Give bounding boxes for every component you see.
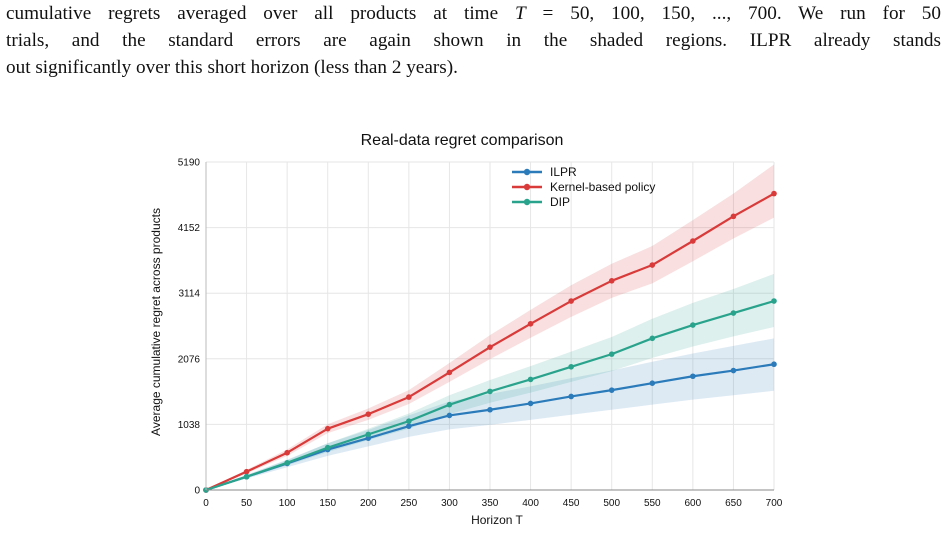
x-tick-label: 500 bbox=[603, 498, 620, 509]
x-tick-label: 200 bbox=[360, 498, 377, 509]
y-tick-label: 2076 bbox=[178, 354, 201, 365]
x-tick-label: 150 bbox=[319, 498, 336, 509]
x-tick-label: 450 bbox=[563, 498, 580, 509]
legend-swatch-marker bbox=[523, 198, 531, 206]
x-tick-label: 250 bbox=[401, 498, 418, 509]
axis-layer: 0 50 100 150 200 250 300 350 400 450 500 550 600 650 7… bbox=[178, 158, 783, 510]
data-point bbox=[568, 298, 574, 304]
body-paragraph: cumulative regrets averaged over all pro… bbox=[6, 0, 941, 81]
data-point bbox=[690, 322, 696, 328]
y-tick-label: 0 bbox=[194, 486, 200, 497]
x-tick-label: 650 bbox=[725, 498, 742, 509]
data-point bbox=[608, 351, 615, 357]
data-point bbox=[446, 401, 453, 408]
data-point bbox=[446, 412, 453, 419]
line3-text: out significantly over this short horizo… bbox=[6, 57, 458, 78]
data-point bbox=[406, 418, 412, 424]
data-point bbox=[771, 190, 777, 197]
line1-math-T: T bbox=[514, 3, 526, 24]
line1-text-pre: cumulative regrets averaged over all pro… bbox=[6, 3, 515, 24]
x-tick-label: 50 bbox=[241, 498, 253, 509]
data-point bbox=[284, 449, 290, 456]
x-tick-label: 350 bbox=[482, 498, 499, 509]
data-point bbox=[690, 373, 696, 380]
legend-swatch-marker bbox=[523, 168, 531, 176]
paragraph-line-2: trials, and the standard errors are agai… bbox=[6, 27, 941, 54]
y-tick-label: 4152 bbox=[178, 223, 201, 234]
chart-title: Real-data regret comparison bbox=[361, 132, 564, 149]
data-point bbox=[568, 393, 574, 400]
line1-text-post: = 50, 100, 150, ..., 700. We run for 50 bbox=[525, 3, 941, 24]
regret-chart: 0 50 100 150 200 250 300 350 400 450 500 550 600 650 7… bbox=[149, 132, 783, 527]
legend-label: Kernel-based policy bbox=[550, 180, 655, 194]
data-point bbox=[487, 406, 493, 413]
data-point bbox=[730, 213, 737, 220]
data-point bbox=[649, 262, 656, 268]
data-point bbox=[690, 238, 696, 244]
series-band bbox=[206, 338, 774, 490]
y-tick-label: 3114 bbox=[178, 289, 200, 300]
data-point bbox=[771, 361, 777, 368]
x-tick-label: 0 bbox=[203, 498, 209, 509]
x-tick-label: 400 bbox=[522, 498, 539, 509]
x-tick-label: 600 bbox=[685, 498, 702, 509]
data-point bbox=[649, 335, 656, 342]
data-point bbox=[568, 363, 574, 370]
data-point bbox=[243, 468, 250, 475]
paragraph-line-1: cumulative regrets averaged over all pro… bbox=[6, 0, 941, 27]
x-tick-label: 700 bbox=[766, 498, 783, 509]
data-point bbox=[649, 380, 656, 386]
data-point bbox=[365, 411, 372, 417]
data-point bbox=[730, 367, 737, 374]
x-tick-label: 300 bbox=[441, 498, 458, 509]
y-axis-label: Average cumulative regret across product… bbox=[149, 208, 163, 436]
y-tick-label: 1038 bbox=[178, 420, 201, 431]
data-point bbox=[284, 460, 290, 466]
data-point bbox=[406, 423, 412, 429]
line2-text: trials, and the standard errors are agai… bbox=[6, 30, 941, 51]
line-layer bbox=[203, 190, 777, 493]
data-point bbox=[243, 473, 250, 480]
data-point bbox=[365, 431, 372, 438]
data-point bbox=[446, 369, 453, 376]
data-point bbox=[608, 387, 615, 393]
data-point bbox=[771, 298, 777, 304]
regret-figure: 0 50 100 150 200 250 300 350 400 450 500 550 600 650 7… bbox=[140, 122, 800, 542]
data-point bbox=[487, 344, 493, 350]
paragraph-line-3: out significantly over this short horizo… bbox=[6, 54, 941, 81]
data-point bbox=[527, 376, 534, 383]
data-point bbox=[608, 278, 615, 284]
legend-label: ILPR bbox=[550, 165, 577, 179]
data-point bbox=[487, 388, 493, 395]
y-tick-label: 5190 bbox=[178, 158, 201, 169]
data-point bbox=[324, 425, 331, 432]
x-axis-label: Horizon T bbox=[471, 513, 523, 527]
legend-swatch-marker bbox=[523, 183, 531, 191]
data-point bbox=[730, 310, 737, 316]
data-point bbox=[527, 320, 534, 327]
data-point bbox=[406, 394, 412, 400]
x-tick-label: 100 bbox=[279, 498, 296, 509]
legend-label: DIP bbox=[550, 195, 570, 209]
data-point bbox=[324, 444, 331, 451]
x-tick-label: 550 bbox=[644, 498, 661, 509]
data-point bbox=[527, 400, 534, 407]
